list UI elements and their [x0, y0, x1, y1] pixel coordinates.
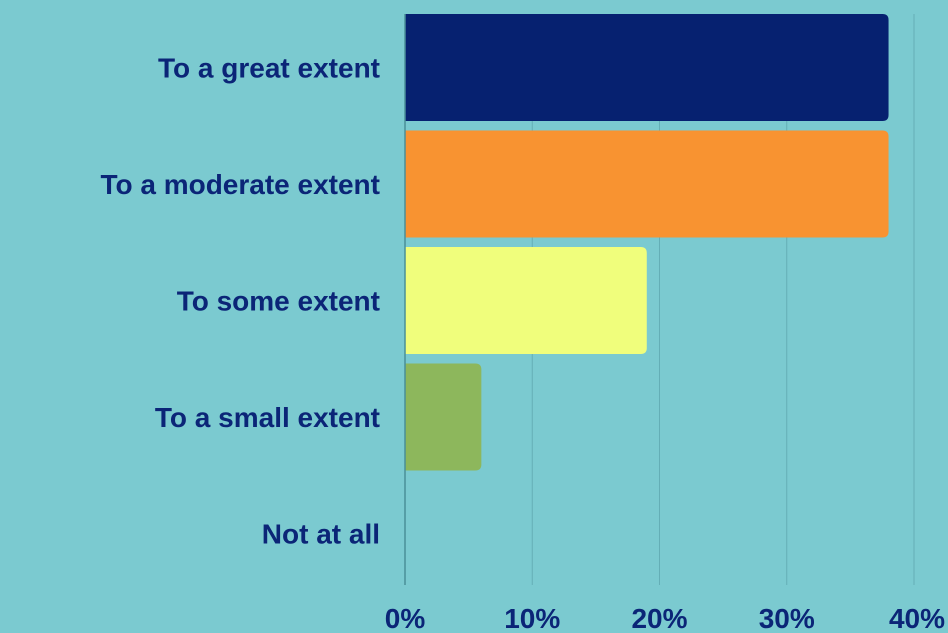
- category-label-to-a-small-extent: To a small extent: [155, 402, 380, 433]
- bar-to-a-great-extent: [405, 14, 889, 121]
- x-tick-labels: 0% 10% 20% 30% 40%: [385, 603, 945, 633]
- category-label-to-a-moderate-extent: To a moderate extent: [100, 169, 380, 200]
- x-tick-label-40: 40%: [889, 603, 945, 633]
- bar-to-some-extent: [405, 247, 647, 354]
- bar-to-a-small-extent: [405, 363, 482, 471]
- x-tick-label-30: 30%: [759, 603, 815, 633]
- x-tick-label-20: 20%: [631, 603, 687, 633]
- x-tick-label-0: 0%: [385, 603, 426, 633]
- x-tick-label-10: 10%: [504, 603, 560, 633]
- category-label-not-at-all: Not at all: [262, 519, 380, 550]
- bars: [405, 14, 889, 471]
- category-label-to-some-extent: To some extent: [177, 286, 380, 317]
- category-label-to-a-great-extent: To a great extent: [158, 53, 380, 84]
- bar-to-a-moderate-extent: [405, 130, 889, 238]
- category-labels: To a great extent To a moderate extent To …: [100, 53, 380, 550]
